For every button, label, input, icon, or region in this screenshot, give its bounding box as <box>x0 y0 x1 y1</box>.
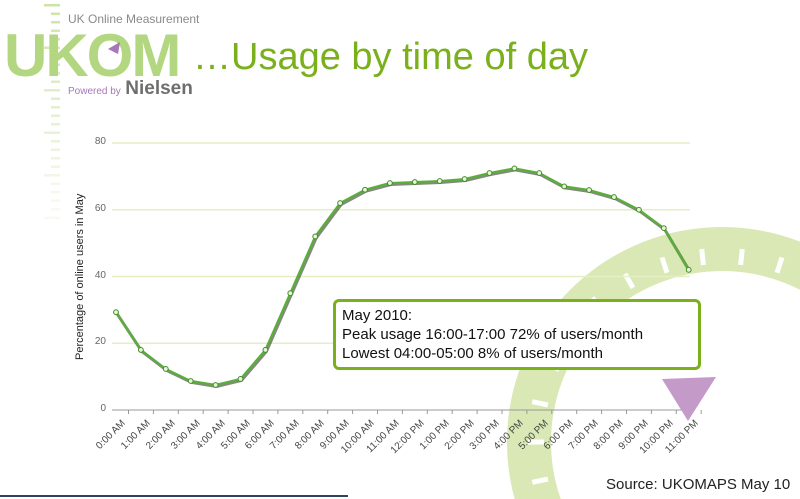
callout-peak: Peak usage 16:00-17:00 72% of users/mont… <box>342 326 644 343</box>
data-point <box>113 309 119 316</box>
usage-series-line <box>115 167 690 387</box>
y-axis-label: Percentage of online users in May <box>74 193 86 360</box>
data-point <box>312 233 319 240</box>
data-point <box>486 170 493 176</box>
callout-period: May 2010: <box>342 307 413 324</box>
data-point <box>411 179 418 185</box>
slide-title: …Usage by time of day <box>193 36 588 78</box>
data-point <box>237 376 244 382</box>
data-point <box>262 347 269 353</box>
summary-callout: May 2010: Peak usage 16:00-17:00 72% of … <box>333 299 701 370</box>
data-point <box>287 290 294 297</box>
data-point <box>138 347 144 353</box>
y-tick-label: 0 <box>100 403 106 414</box>
callout-lowest: Lowest 04:00-05:00 8% of users/month <box>342 345 603 362</box>
data-point <box>660 225 667 232</box>
y-tick-label: 20 <box>94 336 106 348</box>
data-point <box>586 187 592 193</box>
data-point <box>685 266 692 273</box>
logo-pointer-icon <box>108 42 120 54</box>
logo-powered-by: Powered by Nielsen <box>68 78 193 100</box>
data-point <box>636 206 642 213</box>
data-point <box>162 366 169 372</box>
data-point <box>387 180 393 186</box>
data-point <box>561 183 568 190</box>
data-point <box>187 378 194 384</box>
logo-tagline: UK Online Measurement <box>68 12 200 26</box>
data-point <box>436 178 443 184</box>
y-tick-label: 40 <box>94 269 106 281</box>
data-point <box>212 382 219 388</box>
data-point <box>461 176 468 182</box>
data-point <box>611 194 617 200</box>
source-note: Source: UKOMAPS May 10 <box>606 476 791 493</box>
nielsen-logo: Nielsen <box>125 78 193 99</box>
data-point <box>511 165 518 172</box>
powered-by-label: Powered by <box>68 86 121 97</box>
y-tick-label: 60 <box>94 202 106 214</box>
data-point <box>362 186 368 193</box>
footer-rule <box>0 495 348 497</box>
data-point <box>536 170 543 176</box>
data-point <box>337 200 344 206</box>
logo-wordmark: UKOM <box>4 22 181 89</box>
y-tick-label: 80 <box>94 136 106 147</box>
clock-hand-pointer-icon <box>662 377 716 421</box>
